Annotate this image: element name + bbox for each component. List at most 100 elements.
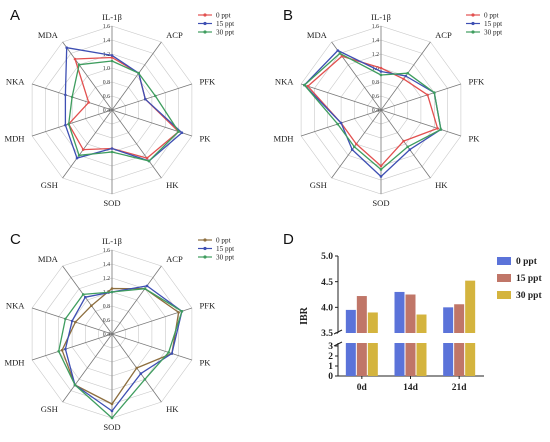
radar-axis-label: IL-1β (102, 12, 122, 22)
radar-point (408, 148, 412, 151)
bar-upper (416, 314, 427, 333)
radar-point (303, 83, 306, 87)
radar-point (77, 63, 81, 66)
radar-grid (31, 25, 193, 195)
radar-point (70, 95, 74, 99)
bar-upper (394, 291, 405, 333)
radar-axis-label: MDA (307, 30, 328, 40)
radar-point (379, 70, 383, 73)
legend-marker (471, 21, 475, 26)
radar-axis-label: SOD (103, 422, 120, 432)
radar-point (426, 93, 429, 97)
radar-axis-label: ACP (166, 254, 183, 264)
radar-axis-label: MDH (4, 134, 24, 144)
radar-point (379, 164, 383, 168)
radar-axis-label: MDA (38, 30, 59, 40)
radar-point (139, 372, 143, 375)
bar-lower (416, 343, 427, 376)
radar-tick-label: 0.4 (103, 108, 110, 114)
legend-marker (203, 246, 207, 251)
radar-point (339, 121, 343, 125)
panel-letter-b: B (283, 7, 293, 24)
radar-point (406, 71, 410, 75)
radar-point (154, 94, 157, 98)
radar-point (110, 54, 114, 57)
radar-point (87, 101, 90, 104)
radar-spoke (300, 83, 382, 111)
legend-label: 30 ppt (216, 254, 234, 262)
radar-spoke (111, 41, 162, 111)
radar-spoke (62, 333, 113, 403)
y-tick-label: 1 (328, 362, 333, 372)
radar-axis-label: HK (166, 180, 179, 190)
radar-panel-c: C0.40.60.81.01.21.41.6IL-1βACPPFKPKHKSOD… (4, 231, 234, 432)
panel-letter-a: A (10, 7, 20, 24)
radar-axis-label: PK (200, 358, 212, 368)
radar-point (81, 148, 85, 151)
radar-point (64, 347, 67, 351)
radar-point (379, 168, 383, 171)
radar-point (336, 122, 340, 126)
legend-label: 0 ppt (216, 237, 231, 245)
y-tick-label: 4.5 (321, 278, 333, 288)
bar-upper (345, 309, 356, 333)
radar-tick-label: 0.6 (103, 318, 110, 324)
radar-spoke (62, 265, 113, 335)
radar-axis-label: SOD (103, 198, 120, 208)
radar-point (110, 59, 114, 63)
y-tick-label: 5.0 (321, 252, 333, 262)
radar-tick-label: 1.6 (103, 24, 110, 30)
radar-axis-label: NKA (275, 76, 294, 86)
radar-tick-label: 1.6 (372, 24, 379, 30)
legend-label: 30 ppt (216, 29, 234, 37)
radar-point (306, 84, 310, 88)
radar-tick-label: 1.4 (103, 262, 110, 268)
radar-axis-label: MDH (4, 358, 24, 368)
bar-lower (443, 343, 454, 376)
radar-spoke (111, 109, 162, 179)
radar-point (110, 402, 114, 406)
radar-point (433, 91, 436, 94)
radar-point (144, 97, 147, 101)
radar-point (64, 317, 67, 321)
radar-point (73, 383, 77, 387)
radar-point (75, 156, 79, 160)
radar-point (135, 366, 138, 370)
y-tick-label: 4.0 (321, 304, 333, 314)
legend-label: 0 ppt (484, 12, 499, 20)
panel-letter-d: D (283, 231, 294, 248)
bar-upper (405, 294, 416, 333)
radar-point (70, 319, 74, 323)
legend-label: 0 ppt (216, 12, 231, 20)
radar-series-2 (58, 288, 183, 419)
radar-tick-label: 0.8 (103, 80, 110, 86)
radar-axis-label: IL-1β (102, 236, 122, 246)
bar-upper (454, 304, 465, 333)
radar-point (67, 122, 70, 126)
bar-lower (465, 343, 476, 376)
radar-axis-label: PK (200, 134, 212, 144)
radar-axis-label: MDH (273, 134, 293, 144)
radar-point (110, 290, 114, 294)
radar-spoke (380, 83, 462, 111)
radar-point (145, 156, 149, 160)
legend-marker (203, 238, 207, 242)
bar-lower (367, 343, 378, 376)
legend-marker (203, 30, 207, 34)
radar-tick-label: 0.8 (103, 304, 110, 310)
legend-marker (203, 21, 207, 26)
bar-legend-swatch (497, 274, 511, 282)
radar-point (402, 77, 405, 81)
radar-point (170, 352, 174, 355)
radar-point (340, 54, 344, 58)
radar-tick-label: 0.8 (372, 80, 379, 86)
axis-break-mark (333, 341, 343, 347)
radar-point (180, 310, 184, 313)
radar-point (110, 287, 114, 290)
legend-label: 15 ppt (216, 245, 234, 253)
radar-panel-a: A0.40.60.81.01.21.41.6IL-1βACPPFKPKHKSOD… (4, 7, 234, 208)
bar-upper (367, 312, 378, 333)
radar-spoke (111, 333, 193, 361)
